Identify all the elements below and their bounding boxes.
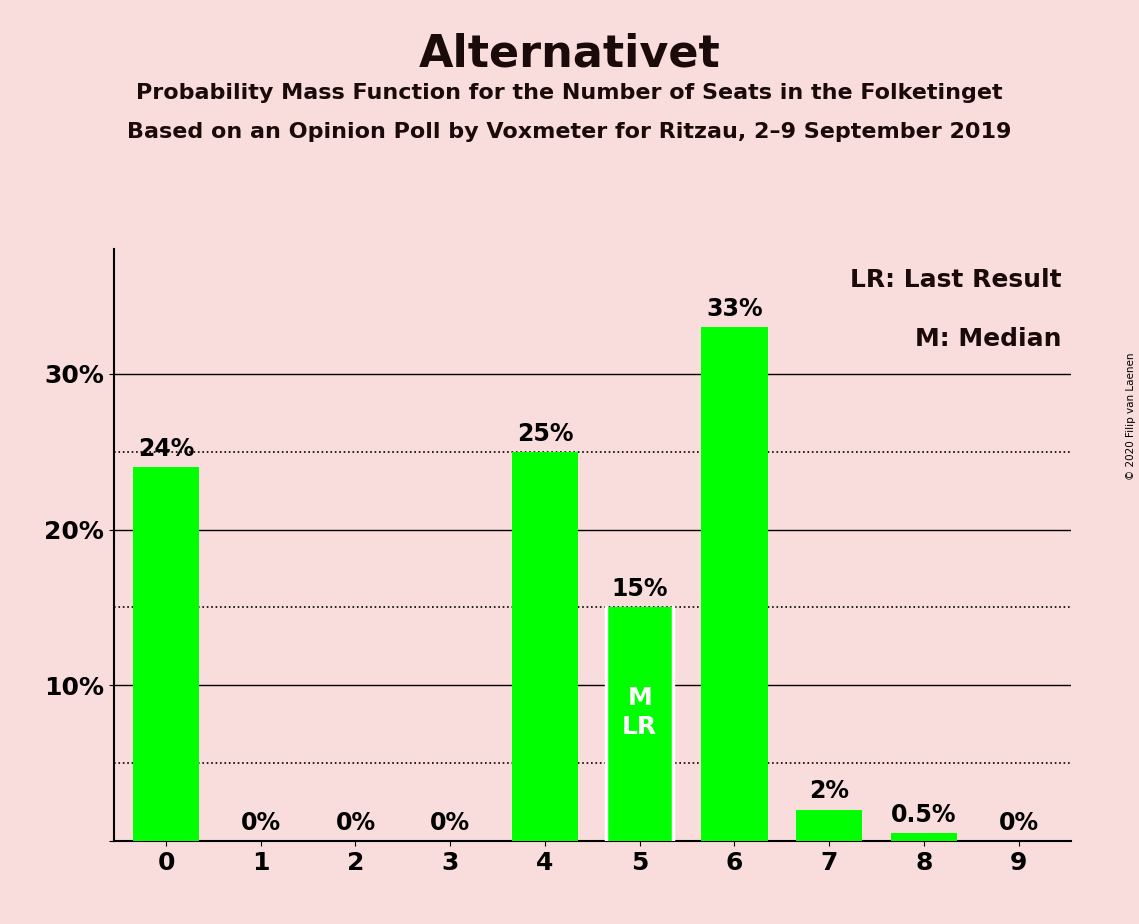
Text: Based on an Opinion Poll by Voxmeter for Ritzau, 2–9 September 2019: Based on an Opinion Poll by Voxmeter for… [128, 122, 1011, 142]
Text: M: Median: M: Median [915, 327, 1062, 351]
Text: 24%: 24% [138, 437, 194, 461]
Text: 0%: 0% [335, 810, 376, 834]
Text: M
LR: M LR [622, 686, 657, 739]
Bar [796, 809, 862, 841]
Bar [891, 833, 957, 841]
Text: 15%: 15% [612, 578, 667, 602]
Bar [702, 327, 768, 841]
Text: 0%: 0% [431, 810, 470, 834]
Text: Alternativet: Alternativet [419, 32, 720, 76]
Text: 0%: 0% [240, 810, 281, 834]
Bar [606, 607, 673, 841]
Text: LR: Last Result: LR: Last Result [850, 268, 1062, 292]
Text: 0%: 0% [999, 810, 1039, 834]
Bar [511, 452, 579, 841]
Text: Probability Mass Function for the Number of Seats in the Folketinget: Probability Mass Function for the Number… [137, 83, 1002, 103]
Text: 25%: 25% [517, 421, 573, 445]
Text: 0.5%: 0.5% [891, 803, 957, 827]
Text: © 2020 Filip van Laenen: © 2020 Filip van Laenen [1126, 352, 1136, 480]
Text: 2%: 2% [809, 780, 849, 804]
Text: 33%: 33% [706, 297, 763, 321]
Bar [133, 468, 199, 841]
